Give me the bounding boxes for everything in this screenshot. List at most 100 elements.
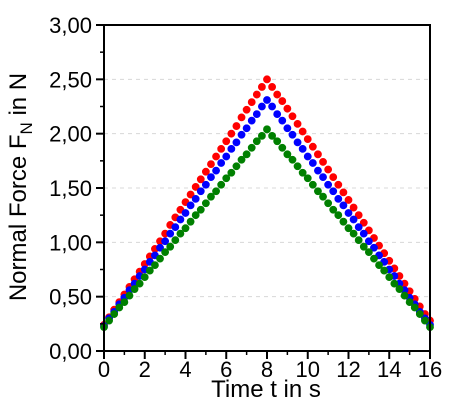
series-2-point-21 [207,173,215,182]
series-3-point-26 [232,162,241,171]
series-2-point-22 [212,166,220,175]
series-1-point-33 [268,83,276,91]
x-tick-label-5: 10 [296,357,320,382]
series-2-point-46 [334,194,343,203]
series-3-point-2 [110,310,119,318]
series-1-point-25 [227,129,236,138]
series-2-point-52 [364,237,373,246]
series-3-point-29 [247,143,256,152]
x-tick-label-8: 16 [418,357,442,382]
series-3-point-51 [359,242,368,251]
series-2-point-19 [196,187,205,196]
series-2-point-12 [161,237,170,246]
series-1-point-17 [186,190,195,199]
series-1-point-29 [247,98,256,107]
series-2-point-43 [319,173,327,182]
series-2-point-29 [247,116,256,125]
series-1-point-39 [298,127,307,136]
series-3-point-15 [176,229,185,238]
series-1-point-42 [314,150,322,159]
series-1-point-22 [212,152,220,161]
series-3-point-60 [405,298,414,306]
y-tick-label-2: 1,00 [49,230,92,255]
series-1-point-37 [288,112,297,121]
series-3-point-4 [120,298,129,306]
series-3-point-59 [400,291,409,300]
series-3-point-25 [227,168,236,177]
series-3-point-32 [263,125,271,134]
series-1-point-51 [359,218,368,227]
series-3-point-37 [288,155,297,164]
x-tick-label-4: 8 [261,357,273,382]
series-3-point-40 [303,174,312,183]
y-tick-label-6: 3,00 [49,13,92,38]
series-3-point-36 [283,150,292,159]
series-3-point-21 [207,192,215,201]
series-1-point-31 [258,83,266,91]
series-1-point-38 [293,119,302,128]
series-3-point-17 [186,217,195,226]
series-1-point-18 [191,183,200,191]
series-3-point-45 [329,205,338,214]
series-2-point-24 [222,152,231,161]
series-2-point-37 [288,130,297,139]
series-2-point-28 [242,124,251,133]
series-2-point-26 [232,138,241,147]
series-1-point-24 [222,137,231,146]
y-axis-title-unit: in N [5,73,32,122]
series-2-point-13 [166,229,175,238]
series-1-point-45 [329,173,338,182]
series-2-point-16 [181,209,190,217]
series-3-point-58 [395,285,404,293]
series-2-point-18 [191,194,200,203]
series-3-point-10 [151,261,159,270]
series-3-point-14 [171,236,180,245]
series-1-point-49 [349,203,358,212]
series-3-point-55 [380,266,389,275]
series-1-point-34 [273,90,282,99]
series-2-point-14 [171,223,180,232]
series-3-point-48 [344,224,353,233]
series-1-point-36 [283,104,292,113]
series-2-point-31 [258,102,266,111]
series-2-point-32 [263,96,271,104]
series-1-point-40 [303,135,312,143]
x-tick-label-7: 14 [377,357,401,382]
series-3-point-57 [390,279,399,288]
series-3-point-5 [125,291,134,300]
y-axis-title: Normal Force FN in N [5,73,36,301]
series-2-point-51 [359,229,368,238]
series-1-point-50 [354,211,363,220]
series-1-point-48 [344,196,353,204]
series-3-point-23 [217,180,226,189]
series-3-point-39 [298,168,307,177]
series-3-point-27 [237,155,246,164]
x-axis-title: Time t in s [211,376,321,403]
series-2-point-50 [354,223,363,232]
series-3-point-3 [115,303,124,312]
series-layer [100,75,434,331]
series-1-point-46 [334,180,343,189]
series-1-point-28 [242,105,251,114]
series-1-point-20 [201,167,210,176]
series-1-point-21 [207,160,215,168]
series-2-point-25 [227,144,236,153]
series-1-point-43 [319,158,327,166]
series-2-point-27 [237,130,246,139]
series-3-point-28 [242,150,251,159]
series-1-point-32 [263,75,271,84]
series-2-point-38 [293,138,302,147]
series-2-point-45 [329,187,338,196]
series-3-point-47 [339,217,348,226]
series-2-point-44 [324,180,333,189]
series-2-point-30 [252,110,261,119]
y-axis-title-main: Normal Force F [5,134,32,301]
series-3-point-62 [415,310,424,318]
y-tick-label-3: 1,50 [49,176,92,201]
series-3-point-52 [364,248,373,257]
series-3-point-44 [324,199,333,208]
series-2-point-11 [156,243,164,252]
series-3-point-61 [410,303,419,312]
series-2-point-23 [217,159,226,167]
